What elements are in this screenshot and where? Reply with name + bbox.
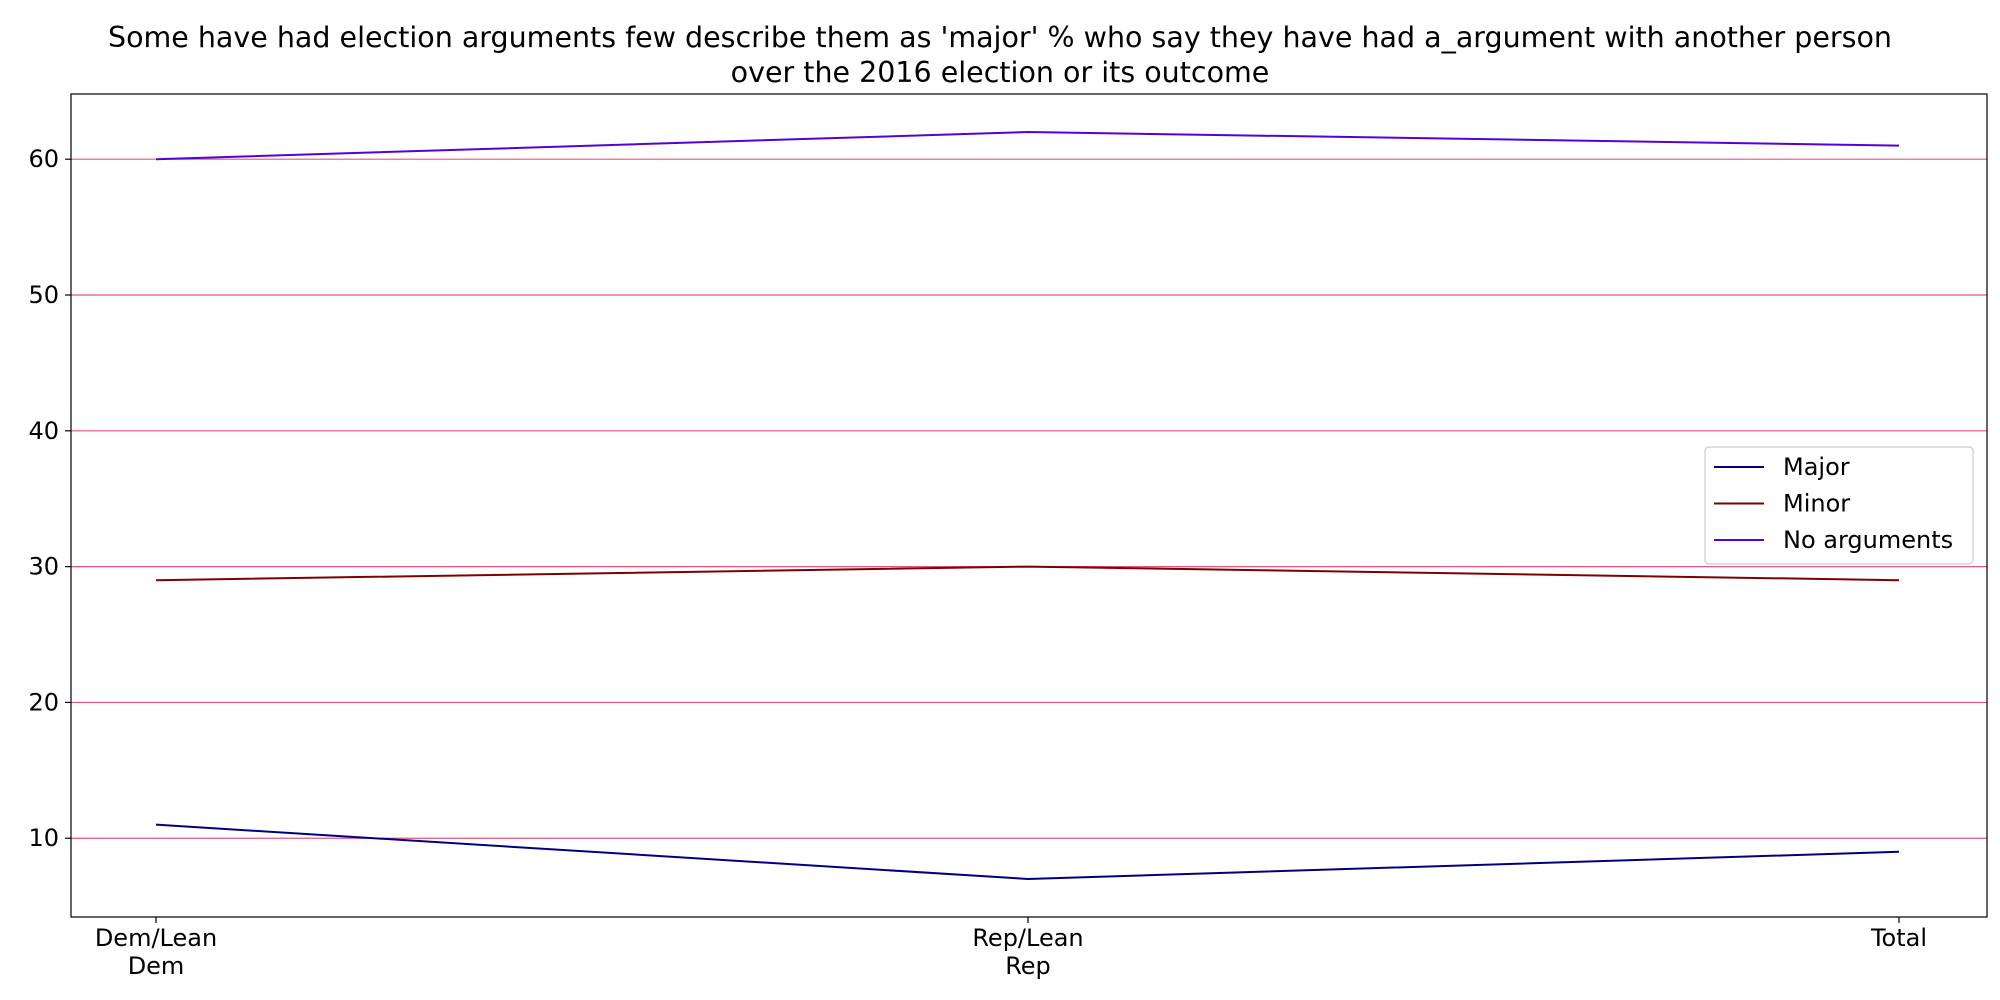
x-tick-label: Rep/Lean bbox=[972, 924, 1083, 952]
plot-frame bbox=[70, 93, 1988, 918]
legend-label: Minor bbox=[1783, 490, 1850, 518]
series-line-major bbox=[155, 823, 1900, 880]
series-line-no-arguments bbox=[155, 131, 1900, 161]
chart-title: Some have had election arguments few des… bbox=[0, 20, 2000, 90]
x-tick-label: Dem/Lean bbox=[95, 924, 217, 952]
y-tick-label: 50 bbox=[28, 281, 59, 309]
chart-title-line-1: Some have had election arguments few des… bbox=[107, 21, 1892, 54]
y-tick-label: 60 bbox=[28, 145, 59, 173]
legend-box bbox=[1704, 446, 1974, 565]
y-tick-label: 20 bbox=[28, 688, 59, 716]
x-tick-label: Dem bbox=[128, 952, 185, 980]
legend-label: No arguments bbox=[1783, 526, 1953, 554]
x-tick-label: Rep bbox=[1005, 952, 1051, 980]
y-tick-label: 10 bbox=[28, 824, 59, 852]
series-line-minor bbox=[155, 565, 1900, 582]
legend-label: Major bbox=[1783, 453, 1850, 481]
chart-title-line-2: over the 2016 election or its outcome bbox=[730, 56, 1270, 89]
x-tick-label: Total bbox=[1870, 924, 1927, 952]
y-tick-label: 40 bbox=[28, 417, 59, 445]
y-tick-label: 30 bbox=[28, 553, 59, 581]
legend: Major Minor No arguments bbox=[1704, 446, 1974, 565]
gridlines bbox=[71, 158, 1987, 839]
y-axis: 10 20 30 40 50 60 bbox=[28, 145, 71, 852]
series-lines bbox=[155, 131, 1900, 880]
